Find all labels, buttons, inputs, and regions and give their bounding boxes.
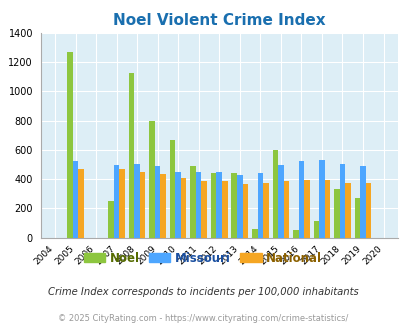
Bar [252,229,257,238]
Bar [339,164,344,238]
Bar [237,176,242,238]
Bar [318,160,324,238]
Bar [272,150,277,238]
Bar [292,230,298,238]
Text: Crime Index corresponds to incidents per 100,000 inhabitants: Crime Index corresponds to incidents per… [47,287,358,297]
Bar [201,181,207,238]
Bar [134,164,140,238]
Bar [190,166,196,238]
Bar [72,161,78,238]
Bar [78,169,83,238]
Bar [140,172,145,238]
Bar [303,180,309,238]
Bar [313,221,318,238]
Bar [67,52,72,238]
Bar [154,166,160,238]
Title: Noel Violent Crime Index: Noel Violent Crime Index [113,13,325,28]
Bar [262,183,268,238]
Bar [231,173,237,238]
Bar [257,173,262,238]
Bar [169,141,175,238]
Bar [344,183,350,238]
Bar [365,183,371,238]
Bar [298,161,303,238]
Bar [324,180,329,238]
Bar [354,198,359,238]
Bar [283,181,288,238]
Bar [242,184,247,238]
Bar [160,175,166,238]
Bar [181,179,186,238]
Bar [359,166,365,238]
Bar [128,73,134,238]
Bar [113,165,119,238]
Text: © 2025 CityRating.com - https://www.cityrating.com/crime-statistics/: © 2025 CityRating.com - https://www.city… [58,314,347,323]
Bar [216,172,222,238]
Bar [333,189,339,238]
Bar [119,169,125,238]
Bar [108,201,113,238]
Bar [175,172,181,238]
Bar [211,173,216,238]
Legend: Noel, Missouri, National: Noel, Missouri, National [79,247,326,269]
Bar [222,181,227,238]
Bar [149,121,154,238]
Bar [196,172,201,238]
Bar [277,165,283,238]
